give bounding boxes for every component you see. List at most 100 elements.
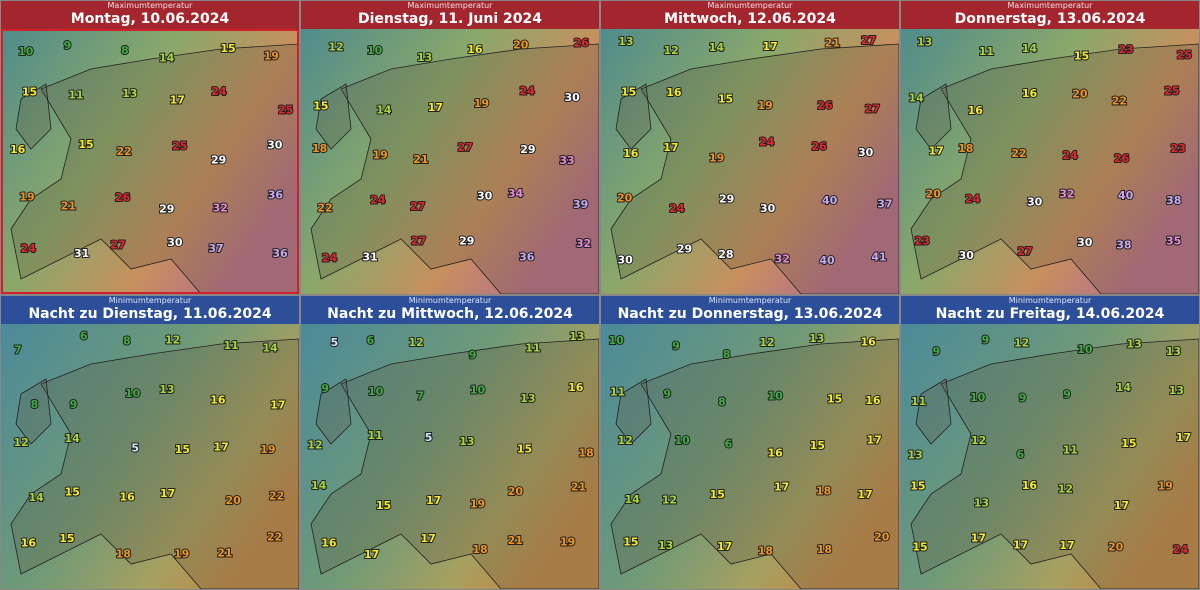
map-background bbox=[901, 29, 1199, 294]
temperature-label: 15 bbox=[718, 92, 733, 105]
temperature-label: 15 bbox=[910, 479, 925, 492]
temperature-label: 24 bbox=[669, 202, 685, 215]
temperature-label: 20 bbox=[513, 39, 529, 52]
temperature-label: 18 bbox=[312, 142, 327, 155]
temperature-label: 16 bbox=[767, 446, 783, 459]
island-shape bbox=[915, 83, 952, 150]
temperature-label: 21 bbox=[825, 37, 840, 50]
temperature-label: 19 bbox=[1158, 480, 1173, 493]
land-shape bbox=[10, 43, 299, 294]
temperature-label: 16 bbox=[120, 490, 136, 503]
temperature-label: 11 bbox=[979, 45, 994, 58]
temperature-label: 32 bbox=[213, 202, 228, 215]
temperature-label: 15 bbox=[710, 488, 725, 501]
temperature-label: 16 bbox=[21, 537, 37, 550]
island-shape bbox=[615, 83, 652, 150]
temperature-label: 24 bbox=[520, 85, 536, 98]
temperature-label: 13 bbox=[122, 87, 137, 100]
temperature-label: 19 bbox=[709, 152, 724, 165]
temperature-label: 27 bbox=[458, 141, 473, 154]
land-shape bbox=[310, 338, 599, 589]
temperature-label: 20 bbox=[226, 494, 242, 507]
temperature-map: 10 9 8 14 15 19 15 11 13 17 24 25 16 15 22 25 29 30 19 21 26… bbox=[1, 29, 299, 294]
temperature-label: 17 bbox=[717, 540, 732, 553]
temperature-label: 10 bbox=[970, 391, 986, 404]
temperature-label: 15 bbox=[1074, 50, 1089, 63]
temperature-label: 10 bbox=[470, 383, 486, 396]
temperature-label: 19 bbox=[560, 536, 575, 549]
temperature-label: 24 bbox=[1173, 543, 1189, 556]
temperature-label: 17 bbox=[213, 441, 228, 454]
panel-title: Montag, 10.06.2024 bbox=[70, 11, 230, 27]
temperature-label: 36 bbox=[519, 251, 535, 264]
temperature-label: 19 bbox=[174, 548, 189, 561]
panel-header: Maximumtemperatur Donnerstag, 13.06.2024 bbox=[901, 1, 1199, 29]
temperature-label: 37 bbox=[877, 198, 892, 211]
temperature-label: 9 bbox=[70, 398, 78, 411]
temperature-label: 35 bbox=[1166, 235, 1181, 248]
temperature-label: 27 bbox=[861, 34, 876, 47]
land-shape bbox=[910, 43, 1199, 294]
panel-title: Nacht zu Mittwoch, 12.06.2024 bbox=[327, 306, 573, 322]
temperature-label: 27 bbox=[1017, 245, 1032, 258]
panel-kind: Maximumtemperatur bbox=[707, 1, 793, 10]
temperature-label: 24 bbox=[21, 242, 37, 255]
temperature-label: 13 bbox=[1166, 345, 1181, 358]
temperature-label: 11 bbox=[610, 386, 625, 399]
temperature-label: 14 bbox=[1116, 381, 1132, 394]
temperature-label: 9 bbox=[663, 387, 671, 400]
temperature-label: 29 bbox=[459, 234, 474, 247]
temperature-label: 40 bbox=[1118, 189, 1134, 202]
island-shape bbox=[315, 83, 352, 150]
land-shape bbox=[610, 43, 899, 294]
temperature-label: 13 bbox=[907, 449, 922, 462]
temperature-label: 14 bbox=[709, 41, 725, 54]
temperature-label: 14 bbox=[1022, 42, 1038, 55]
temperature-label: 14 bbox=[311, 479, 327, 492]
temperature-label: 13 bbox=[1169, 384, 1184, 397]
temperature-label: 17 bbox=[160, 487, 175, 500]
map-background bbox=[601, 29, 899, 294]
temperature-label: 13 bbox=[1126, 337, 1141, 350]
panel-header: Minimumtemperatur Nacht zu Mittwoch, 12.0… bbox=[301, 296, 599, 324]
temperature-label: 13 bbox=[974, 496, 989, 509]
panel-title: Dienstag, 11. Juni 2024 bbox=[357, 11, 543, 27]
temperature-label: 13 bbox=[658, 539, 673, 552]
temperature-label: 24 bbox=[370, 193, 386, 206]
temperature-label: 26 bbox=[1114, 152, 1130, 165]
temperature-label: 32 bbox=[1059, 187, 1074, 200]
temperature-label: 17 bbox=[170, 94, 185, 107]
temperature-label: 8 bbox=[123, 335, 131, 348]
temperature-label: 30 bbox=[1077, 236, 1093, 249]
temperature-label: 29 bbox=[520, 143, 535, 156]
temperature-label: 27 bbox=[110, 239, 125, 252]
temperature-label: 37 bbox=[208, 242, 223, 255]
land-shape bbox=[310, 43, 599, 294]
temperature-label: 10 bbox=[609, 334, 625, 347]
map-panel: Minimumtemperatur Nacht zu Mittwoch, 12.0… bbox=[300, 295, 600, 590]
temperature-label: 29 bbox=[719, 192, 734, 205]
temperature-label: 15 bbox=[376, 499, 391, 512]
temperature-label: 16 bbox=[623, 147, 639, 160]
temperature-label: 12 bbox=[1058, 483, 1073, 496]
temperature-label: 13 bbox=[809, 332, 824, 345]
map-background bbox=[301, 29, 599, 294]
temperature-label: 15 bbox=[59, 532, 74, 545]
temperature-label: 12 bbox=[971, 434, 986, 447]
temperature-label: 12 bbox=[307, 439, 322, 452]
temperature-label: 16 bbox=[861, 336, 877, 349]
island-shape bbox=[15, 83, 52, 150]
map-panel: Maximumtemperatur Dienstag, 11. Juni 2024… bbox=[300, 0, 600, 295]
temperature-label: 29 bbox=[211, 154, 226, 167]
temperature-label: 15 bbox=[517, 442, 532, 455]
temperature-label: 22 bbox=[269, 490, 284, 503]
temperature-label: 14 bbox=[159, 52, 175, 65]
temperature-label: 13 bbox=[618, 35, 633, 48]
temperature-label: 19 bbox=[758, 99, 773, 112]
temperature-map: 5 6 12 9 11 13 9 10 7 10 13 16 12 11 5 13 15 18 14 15 17 19 20… bbox=[301, 324, 599, 589]
temperature-label: 5 bbox=[331, 336, 339, 349]
temperature-label: 20 bbox=[1072, 87, 1088, 100]
temperature-label: 18 bbox=[758, 545, 773, 558]
temperature-map: 13 12 14 17 21 27 15 16 15 19 26 27 16 17 19 24 26 30 20 24… bbox=[601, 29, 899, 294]
